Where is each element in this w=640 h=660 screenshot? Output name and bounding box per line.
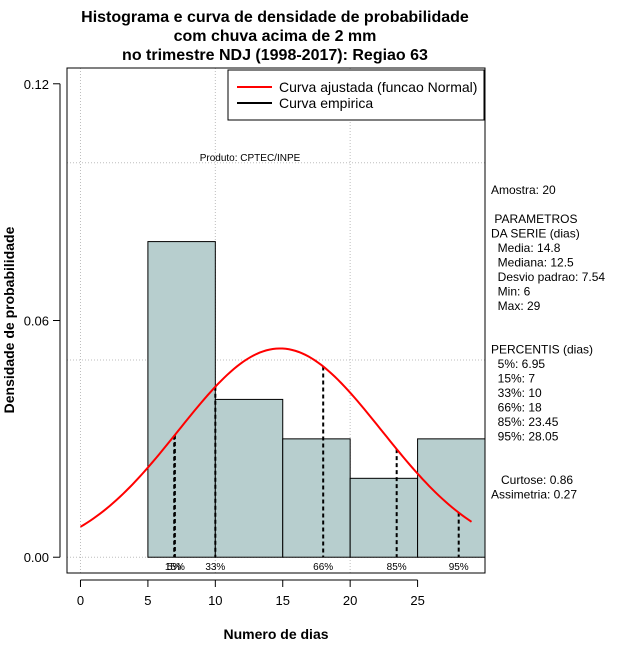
x-tick-label-0: 0 (77, 593, 84, 608)
percentile-lines (173, 366, 460, 558)
percentile-label-0: 5% (167, 562, 182, 573)
percentile-labels: 5%15% 33% 66% 85% 95% (165, 562, 469, 573)
side-panel-line-0: Amostra: 20 (491, 183, 556, 197)
side-panel-line-3: DA SERIE (dias) (491, 227, 580, 241)
side-panel-line-4: Media: 14.8 (491, 241, 561, 255)
side-panel-line-8: Max: 29 (491, 299, 541, 313)
histogram-bar-1 (214, 398, 284, 558)
y-tick-label-0: 0.00 (24, 550, 49, 565)
side-panel-line-21: Assimetria: 0.27 (491, 488, 577, 502)
legend: Curva ajustada (funcao Normal) Curva emp… (227, 69, 485, 121)
histogram-bars (147, 241, 486, 558)
x-tick-label-3: 15 (276, 593, 290, 608)
y-axis: 0.00 0.06 0.12 (24, 77, 61, 565)
x-axis-label: Numero de dias (223, 626, 328, 642)
x-tick-label-2: 10 (208, 593, 222, 608)
histogram-bar-2 (282, 438, 351, 558)
side-panel-line-15: 66%: 18 (491, 401, 542, 415)
title-line-3: no trimestre NDJ (1998-2017): Regiao 63 (122, 47, 428, 64)
chart-title: Histograma e curva de densidade de proba… (81, 9, 469, 64)
y-tick-label-2: 0.12 (24, 77, 49, 92)
histogram-bar-3 (349, 477, 419, 558)
percentile-label-3: 66% (313, 562, 333, 573)
percentile-label-5: 95% (449, 562, 469, 573)
title-line-1: Histograma e curva de densidade de proba… (81, 9, 469, 26)
title-line-2: com chuva acima de 2 mm (174, 28, 377, 45)
side-panel-line-7: Min: 6 (491, 285, 531, 299)
percentile-label-1: 15% (165, 562, 185, 573)
side-panel-line-16: 85%: 23.45 (491, 415, 559, 429)
side-panel-line-14: 33%: 10 (491, 386, 542, 400)
side-panel-line-17: 95%: 28.05 (491, 430, 559, 444)
x-tick-label-4: 20 (343, 593, 357, 608)
side-panel-line-13: 15%: 7 (491, 372, 535, 386)
side-panel-line-5: Mediana: 12.5 (491, 256, 574, 270)
x-tick-label-1: 5 (144, 593, 151, 608)
plot-frame (66, 67, 486, 574)
side-panel-line-20: Curtose: 0.86 (491, 473, 573, 487)
y-tick-label-1: 0.06 (24, 314, 49, 329)
side-panel-line-6: Desvio padrao: 7.54 (491, 270, 605, 284)
percentile-label-4: 85% (387, 562, 407, 573)
y-axis-label: Densidade de probabilidade (1, 226, 17, 413)
x-axis: 0 5 10 15 20 25 (77, 579, 425, 608)
side-panel-line-11: PERCENTIS (dias) (491, 343, 593, 357)
legend-label-normal: Curva ajustada (funcao Normal) (279, 79, 477, 95)
legend-label-empirical: Curva empirica (279, 95, 373, 111)
histogram-bar-4 (417, 438, 486, 558)
product-annotation: Produto: CPTEC/INPE (200, 153, 301, 164)
normal-curve-layer (79, 347, 473, 528)
x-tick-label-5: 25 (410, 593, 424, 608)
percentile-label-2: 33% (205, 562, 225, 573)
side-panel-line-12: 5%: 6.95 (491, 357, 545, 371)
normal-curve-line (79, 347, 473, 528)
legend-box (227, 69, 485, 121)
side-panel-line-2: PARAMETROS (491, 212, 577, 226)
